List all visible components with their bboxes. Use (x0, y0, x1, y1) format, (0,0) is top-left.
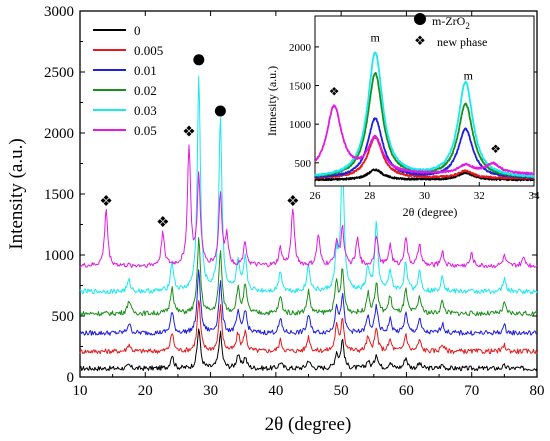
legend: 0 0.005 0.01 0.02 0.03 0.05 (93, 23, 163, 138)
inset-new-phase-marker: ❖ (329, 85, 340, 99)
legend-label: 0 (134, 23, 141, 38)
main-x-tick-label: 70 (464, 383, 479, 399)
inset-x-tick-label: 34 (529, 190, 541, 202)
inset-series-line-0.05 (314, 104, 535, 176)
inset-y-axis-label: Intnesity (a.u.) (265, 66, 279, 136)
series-line-0.005 (79, 300, 538, 355)
legend-label: 0.05 (134, 123, 157, 138)
series-line-0 (79, 328, 538, 372)
m-zro2-label-sub: 2 (465, 21, 470, 31)
new-phase-peak-marker: ❖ (286, 194, 299, 210)
legend-label: 0.03 (134, 103, 157, 118)
inset-new-phase-marker: ❖ (490, 142, 501, 156)
inset-y-tick-label: 1000 (289, 119, 312, 131)
main-annotations: ❖ ❖ ❖ ❖ (99, 54, 300, 231)
m-zro2-label-main: m-ZrO (432, 14, 466, 28)
inset-x-tick-label: 32 (474, 190, 485, 202)
legend-label: 0.01 (134, 63, 157, 78)
main-x-axis-label: 2θ (degree) (265, 414, 352, 435)
main-y-tick-label: 1000 (44, 248, 74, 264)
inset-annotations: m m ❖ ❖ (329, 31, 501, 156)
main-y-tick-label: 2000 (44, 126, 74, 142)
main-x-tick-label: 20 (138, 383, 153, 399)
inset-series-group (314, 51, 535, 182)
main-x-tick-label: 40 (268, 383, 283, 399)
inset-y-tick-label: 2000 (289, 42, 312, 54)
main-x-tick-label: 50 (334, 383, 349, 399)
series-line-0.02 (79, 237, 538, 317)
m-zro2-peak-marker (214, 105, 226, 117)
main-y-tick-label: 3000 (44, 4, 74, 20)
inset-series-line-0.005 (314, 135, 535, 180)
inset-x-tick-label: 28 (364, 190, 376, 202)
inset-axis-ticks: 26 28 30 32 34 500 1000 1500 2000 (289, 42, 540, 202)
inset-x-axis-label: 2θ (degree) (403, 205, 458, 219)
main-y-axis-label: Intensity (a.u.) (6, 138, 27, 249)
inset-x-tick-label: 30 (419, 190, 431, 202)
main-x-tick-label: 10 (73, 383, 88, 399)
new-phase-peak-marker: ❖ (156, 215, 169, 231)
new-phase-peak-marker: ❖ (99, 194, 112, 210)
m-zro2-label: m-ZrO2 (432, 14, 470, 31)
new-phase-label: new phase (437, 35, 487, 49)
main-y-tick-label: 2500 (44, 65, 74, 81)
main-x-tick-label: 80 (530, 383, 545, 399)
inset-y-tick-label: 500 (295, 158, 312, 170)
inset-y-tick-label: 1500 (289, 81, 312, 93)
inset-x-tick-label: 26 (310, 190, 322, 202)
main-series-group (79, 76, 538, 372)
main-y-tick-label: 1500 (44, 187, 74, 203)
legend-label: 0.005 (134, 43, 163, 58)
inset-series-line-0.03 (314, 51, 535, 178)
m-zro2-marker (414, 13, 426, 25)
new-phase-marker: ❖ (414, 33, 426, 48)
main-y-tick-label: 500 (52, 309, 75, 325)
inset-series-line-0.01 (314, 117, 535, 179)
main-y-tick-label: 0 (67, 370, 75, 386)
m-zro2-peak-marker (193, 54, 205, 66)
inset-background (313, 16, 534, 186)
series-line-0.01 (79, 269, 538, 336)
inset-m-peak-label: m (371, 31, 381, 45)
main-x-tick-label: 30 (203, 383, 218, 399)
new-phase-peak-marker: ❖ (182, 125, 195, 141)
main-x-tick-label: 60 (399, 383, 414, 399)
inset-m-peak-label: m (464, 69, 474, 83)
legend-label: 0.02 (134, 83, 157, 98)
series-line-0.05 (79, 144, 538, 269)
